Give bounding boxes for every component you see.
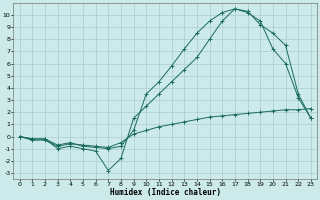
X-axis label: Humidex (Indice chaleur): Humidex (Indice chaleur) xyxy=(110,188,221,197)
